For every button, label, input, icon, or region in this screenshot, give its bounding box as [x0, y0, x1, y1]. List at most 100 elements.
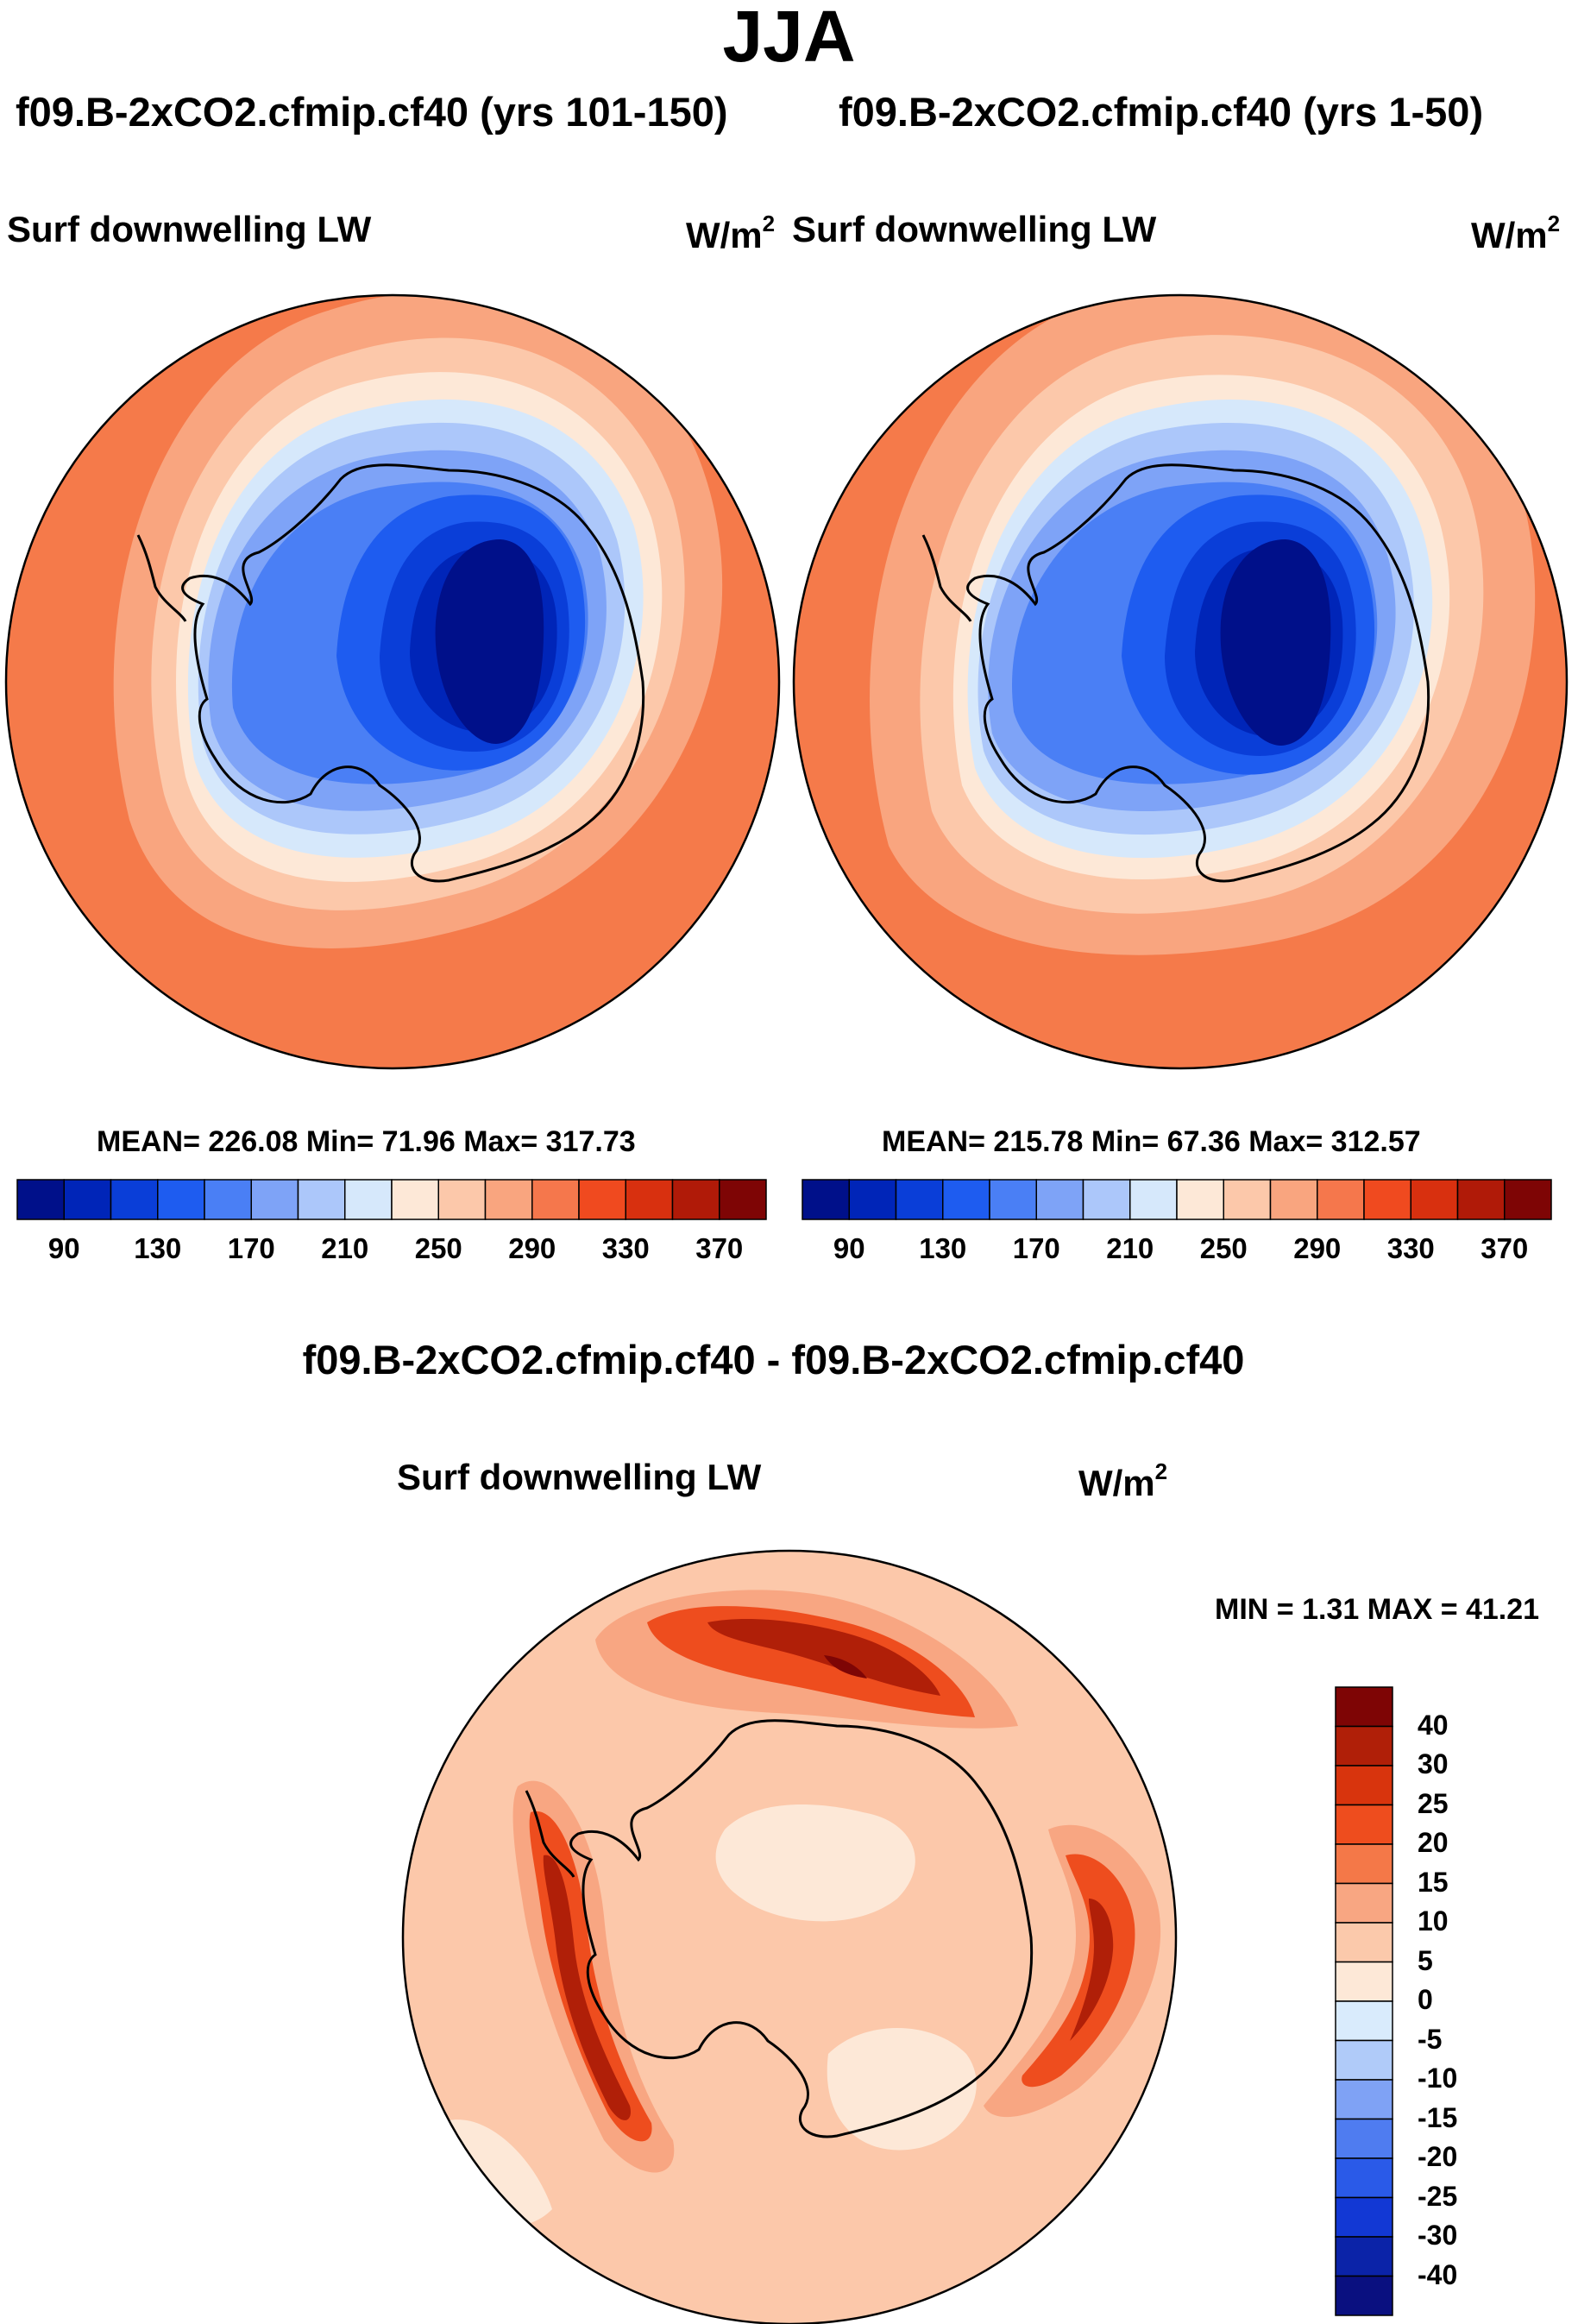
colorbar-swatch [1335, 2275, 1393, 2316]
colorbar-swatch [1335, 1961, 1393, 2002]
colorbar-swatch [1504, 1179, 1552, 1220]
colorbar-swatch [1335, 2157, 1393, 2199]
colorbar-tick-label: 0 [1418, 1984, 1433, 2015]
colorbar-swatch [802, 1179, 850, 1220]
left-colorbar [16, 1179, 767, 1220]
colorbar-swatch [1335, 1686, 1393, 1728]
right-colorbar [802, 1179, 1552, 1220]
plateau-minimum [435, 539, 544, 744]
diff-map-border [401, 1549, 1178, 2324]
colorbar-tick-label: 5 [1418, 1944, 1433, 1976]
colorbar-swatch [719, 1179, 767, 1220]
figure-title: JJA [722, 0, 856, 77]
colorbar-tick-label: 370 [695, 1232, 744, 1264]
right-case-title: f09.B-2xCO2.cfmip.cf40 (yrs 1-50) [839, 89, 1484, 135]
colorbar-tick-label: 90 [47, 1232, 80, 1264]
colorbar-tick-label: 25 [1418, 1787, 1449, 1819]
right-units-label: W/m2 [1471, 211, 1561, 255]
right-stats: MEAN= 215.78 Min= 67.36 Max= 312.57 [882, 1125, 1421, 1158]
colorbar-swatch [895, 1179, 944, 1220]
left-stats: MEAN= 226.08 Min= 71.96 Max= 317.73 [97, 1125, 636, 1158]
colorbar-swatch [63, 1179, 112, 1220]
colorbar-tick-label: 370 [1481, 1232, 1529, 1264]
diff-variable-label: Surf downwelling LW [397, 1457, 762, 1497]
colorbar-swatch [204, 1179, 252, 1220]
colorbar-tick-label: -40 [1418, 2258, 1458, 2290]
colorbar-tick-label: 290 [1293, 1232, 1342, 1264]
colorbar-swatch [110, 1179, 159, 1220]
diff-peak [824, 1655, 867, 1678]
right-map-border [792, 293, 1569, 1070]
colorbar-tick-label: -5 [1418, 2023, 1443, 2055]
colorbar-swatch [1335, 1765, 1393, 1806]
colorbar-tick-label: 330 [601, 1232, 650, 1264]
colorbar-swatch [1129, 1179, 1178, 1220]
colorbar-swatch [1335, 2039, 1393, 2081]
colorbar-tick-label: -15 [1418, 2101, 1458, 2133]
colorbar-swatch [250, 1179, 299, 1220]
colorbar-tick-label: 250 [1199, 1232, 1248, 1264]
left-colorbar-ticks: 90 130 170 210 250 290 330 370 [17, 1232, 766, 1267]
colorbar-tick-label: 130 [919, 1232, 967, 1264]
diff-units-label: W/m2 [1078, 1458, 1168, 1503]
colorbar-tick-label: 40 [1418, 1709, 1449, 1741]
colorbar-swatch [1335, 1843, 1393, 1885]
antarctic-coastline [181, 463, 645, 883]
colorbar-swatch [531, 1179, 580, 1220]
colorbar-tick-label: 210 [1106, 1232, 1154, 1264]
colorbar-swatch [989, 1179, 1037, 1220]
colorbar-swatch [671, 1179, 720, 1220]
diff-coastline [569, 1719, 1034, 2138]
colorbar-swatch [1335, 2236, 1393, 2277]
left-map-border [4, 293, 781, 1070]
colorbar-tick-label: 10 [1418, 1905, 1449, 1937]
colorbar-tick-label: 250 [414, 1232, 462, 1264]
colorbar-swatch [1223, 1179, 1272, 1220]
colorbar-tick-label: 290 [508, 1232, 556, 1264]
colorbar-tick-label: 20 [1418, 1827, 1449, 1858]
diff-minmax: MIN = 1.31 MAX = 41.21 [1215, 1593, 1540, 1626]
colorbar-swatch [1335, 1725, 1393, 1767]
diff-colorbar-ticks: 40 30 25 20 15 10 5 0 -5 -10 -15 -20 -25 -30 -40 [1418, 1687, 1521, 2315]
diff-colorbar [1335, 1686, 1393, 2316]
colorbar-tick-label: 330 [1386, 1232, 1435, 1264]
colorbar-tick-label: 30 [1418, 1748, 1449, 1779]
colorbar-tick-label: 130 [134, 1232, 182, 1264]
right-variable-label: Surf downwelling LW [792, 209, 1157, 249]
colorbar-tick-label: 170 [1012, 1232, 1060, 1264]
colorbar-swatch [1335, 2196, 1393, 2238]
colorbar-swatch [1335, 1882, 1393, 1924]
colorbar-swatch [1176, 1179, 1224, 1220]
colorbar-tick-label: -20 [1418, 2141, 1458, 2172]
colorbar-tick-label: 90 [833, 1232, 865, 1264]
colorbar-tick-label: 170 [227, 1232, 275, 1264]
colorbar-swatch [391, 1179, 439, 1220]
colorbar-swatch [1317, 1179, 1365, 1220]
colorbar-tick-label: 15 [1418, 1866, 1449, 1898]
colorbar-swatch [1082, 1179, 1131, 1220]
colorbar-swatch [16, 1179, 65, 1220]
colorbar-swatch [848, 1179, 897, 1220]
colorbar-tick-label: -25 [1418, 2180, 1458, 2212]
colorbar-tick-label: -30 [1418, 2220, 1458, 2251]
peninsula-coastline [136, 534, 187, 622]
colorbar-swatch [297, 1179, 346, 1220]
colorbar-swatch [1410, 1179, 1459, 1220]
colorbar-swatch [942, 1179, 990, 1220]
diff-case-title: f09.B-2xCO2.cfmip.cf40 - f09.B-2xCO2.cfm… [302, 1337, 1245, 1382]
colorbar-swatch [484, 1179, 533, 1220]
left-units-label: W/m2 [686, 211, 776, 255]
colorbar-swatch [1335, 2079, 1393, 2120]
colorbar-tick-label: 210 [321, 1232, 369, 1264]
colorbar-swatch [1335, 1804, 1393, 1845]
colorbar-swatch [1335, 1922, 1393, 1963]
left-variable-label: Surf downwelling LW [7, 209, 372, 249]
left-case-title: f09.B-2xCO2.cfmip.cf40 (yrs 101-150) [16, 89, 728, 135]
colorbar-swatch [1269, 1179, 1318, 1220]
colorbar-swatch [625, 1179, 674, 1220]
right-colorbar-ticks: 90 130 170 210 250 290 330 370 [802, 1232, 1551, 1267]
colorbar-swatch [1456, 1179, 1506, 1220]
